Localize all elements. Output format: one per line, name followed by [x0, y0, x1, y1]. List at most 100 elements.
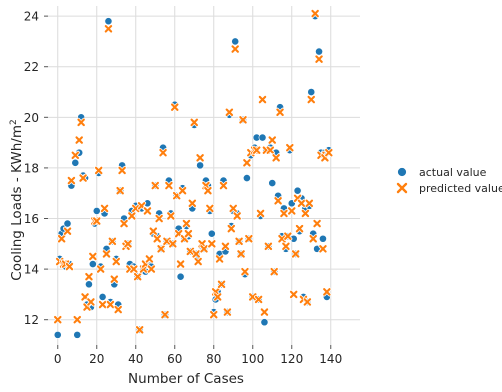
- predicted-point: [324, 289, 329, 294]
- legend-marker-actual: [398, 168, 407, 177]
- predicted-point: [195, 259, 200, 264]
- predicted-point: [153, 183, 158, 188]
- predicted-point: [293, 251, 298, 256]
- predicted-point: [268, 148, 273, 153]
- x-tick-label: 40: [128, 352, 143, 366]
- predicted-point: [145, 208, 150, 213]
- actual-point: [72, 159, 79, 166]
- actual-point: [315, 48, 322, 55]
- predicted-point: [186, 231, 191, 236]
- predicted-point: [73, 153, 78, 158]
- predicted-point: [112, 277, 117, 282]
- predicted-point: [326, 150, 331, 155]
- predicted-point: [119, 168, 124, 173]
- predicted-point: [297, 226, 302, 231]
- predicted-point: [258, 211, 263, 216]
- predicted-point: [209, 241, 214, 246]
- x-tick-label: 100: [241, 352, 264, 366]
- predicted-point: [197, 155, 202, 160]
- predicted-point: [270, 137, 275, 142]
- predicted-point: [100, 302, 105, 307]
- predicted-point: [194, 251, 199, 256]
- actual-point: [93, 207, 100, 214]
- predicted-point: [281, 211, 286, 216]
- predicted-point: [131, 266, 136, 271]
- actual-point: [208, 230, 215, 237]
- predicted-point: [80, 175, 85, 180]
- predicted-point: [67, 264, 72, 269]
- predicted-point: [184, 221, 189, 226]
- predicted-point: [98, 266, 103, 271]
- predicted-point: [151, 228, 156, 233]
- actual-point: [269, 179, 276, 186]
- actual-point: [243, 174, 250, 181]
- predicted-point: [78, 120, 83, 125]
- predicted-point: [77, 137, 82, 142]
- predicted-point: [238, 251, 243, 256]
- predicted-point: [180, 188, 185, 193]
- predicted-point: [207, 206, 212, 211]
- predicted-point: [234, 213, 239, 218]
- predicted-point: [102, 206, 107, 211]
- actual-point: [232, 38, 239, 45]
- predicted-point: [215, 294, 220, 299]
- predicted-point: [205, 188, 210, 193]
- y-tick-label: 22: [24, 60, 39, 74]
- predicted-point: [160, 150, 165, 155]
- x-tick-label: 0: [54, 352, 62, 366]
- predicted-point: [246, 236, 251, 241]
- y-tick-label: 24: [24, 10, 39, 24]
- legend-label-actual: actual value: [419, 166, 487, 179]
- predicted-point: [254, 148, 259, 153]
- predicted-point: [283, 244, 288, 249]
- predicted-point: [108, 302, 113, 307]
- predicted-point: [106, 26, 111, 31]
- predicted-point: [129, 213, 134, 218]
- predicted-point: [149, 266, 154, 271]
- predicted-point: [75, 317, 80, 322]
- actual-point: [85, 281, 92, 288]
- predicted-point: [273, 155, 278, 160]
- predicted-point: [305, 299, 310, 304]
- x-tick-label: 20: [89, 352, 104, 366]
- predicted-point: [299, 201, 304, 206]
- x-tick-label: 120: [280, 352, 303, 366]
- predicted-point: [172, 104, 177, 109]
- predicted-point: [260, 97, 265, 102]
- predicted-point: [110, 239, 115, 244]
- predicted-point: [307, 201, 312, 206]
- predicted-point: [272, 269, 277, 274]
- predicted-point: [190, 201, 195, 206]
- predicted-point: [137, 327, 142, 332]
- x-tick-label: 80: [206, 352, 221, 366]
- predicted-point: [90, 254, 95, 259]
- y-axis-label-superscript: 2: [9, 119, 19, 125]
- predicted-point: [166, 183, 171, 188]
- actual-point: [177, 273, 184, 280]
- predicted-point: [86, 274, 91, 279]
- predicted-point: [117, 188, 122, 193]
- predicted-point: [168, 213, 173, 218]
- data-points: [54, 11, 332, 339]
- predicted-point: [266, 244, 271, 249]
- actual-point: [99, 293, 106, 300]
- predicted-point: [285, 234, 290, 239]
- predicted-point: [289, 208, 294, 213]
- predicted-point: [314, 221, 319, 226]
- predicted-point: [233, 46, 238, 51]
- predicted-point: [201, 246, 206, 251]
- actual-point: [319, 235, 326, 242]
- actual-point: [64, 220, 71, 227]
- predicted-point: [223, 244, 228, 249]
- predicted-point: [221, 183, 226, 188]
- actual-point: [89, 260, 96, 267]
- actual-point: [259, 134, 266, 141]
- x-axis-label: Number of Cases: [128, 371, 244, 387]
- actual-point: [74, 331, 81, 338]
- predicted-point: [192, 120, 197, 125]
- predicted-point: [277, 110, 282, 115]
- predicted-point: [55, 317, 60, 322]
- predicted-point: [88, 299, 93, 304]
- legend-marker-predicted: [398, 184, 406, 192]
